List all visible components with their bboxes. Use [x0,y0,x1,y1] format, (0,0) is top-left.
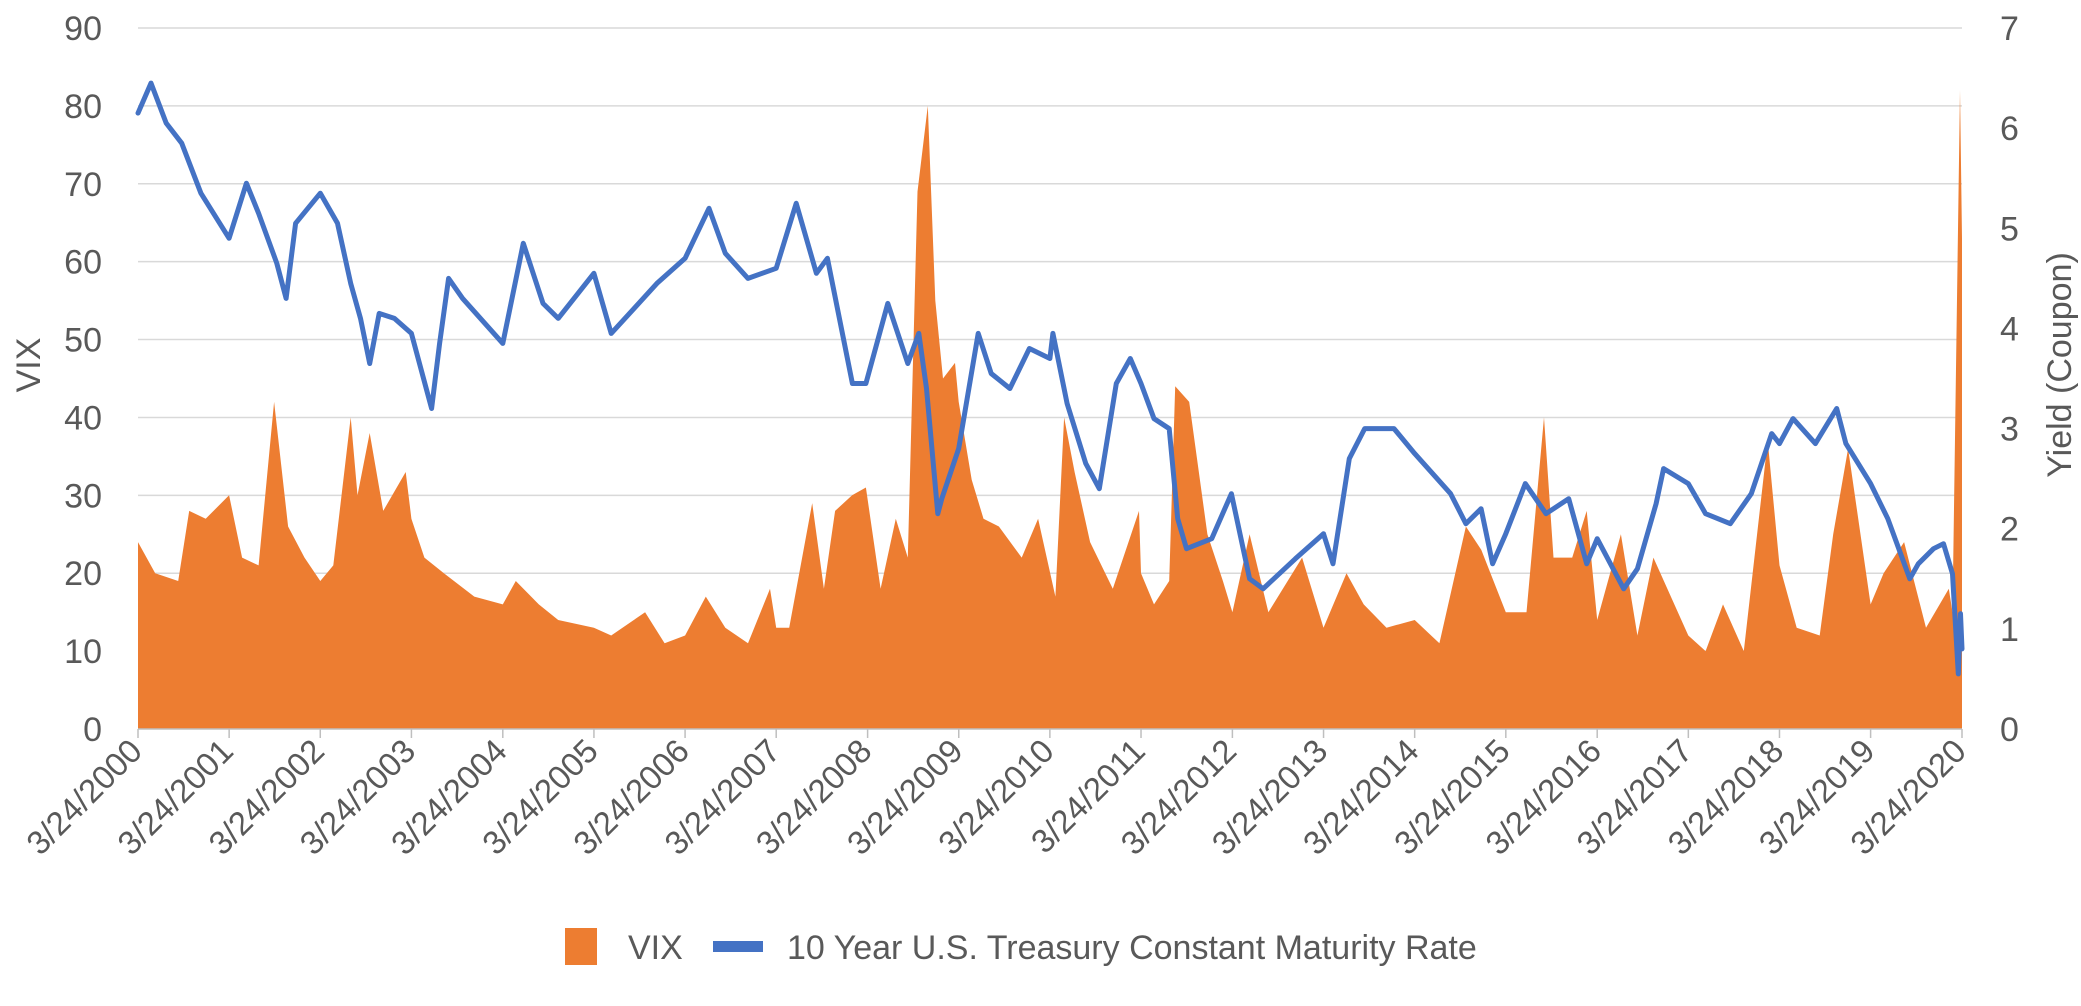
right-tick-label: 2 [2000,511,2019,549]
right-tick-label: 1 [2000,611,2019,649]
left-tick-label: 70 [64,166,102,204]
left-axis-title: VIX [10,338,48,393]
right-tick-label: 0 [2000,711,2019,749]
right-axis-title: Yield (Coupon) [2041,252,2079,478]
x-axis-ticks: 3/24/20003/24/20013/24/20023/24/20033/24… [19,729,1973,862]
left-tick-label: 80 [64,88,102,126]
legend-label-treasury: 10 Year U.S. Treasury Constant Maturity … [787,929,1477,967]
right-tick-label: 4 [2000,310,2019,348]
legend: VIX 10 Year U.S. Treasury Constant Matur… [565,928,1477,967]
left-tick-label: 50 [64,322,102,360]
left-tick-label: 90 [64,10,102,48]
left-tick-label: 10 [64,633,102,671]
left-tick-label: 20 [64,555,102,593]
treasury-line-layer [135,80,1965,677]
right-tick-label: 3 [2000,411,2019,449]
legend-swatch-vix [565,928,597,965]
right-tick-label: 6 [2000,110,2019,148]
left-tick-label: 40 [64,399,102,437]
legend-label-vix: VIX [628,929,683,967]
right-tick-label: 5 [2000,210,2019,248]
left-tick-label: 0 [83,711,102,749]
vix-area-layer [138,90,1962,730]
treasury-rate-line [135,80,1965,677]
legend-swatch-treasury [713,941,763,952]
vix-area [138,90,1962,730]
right-tick-label: 7 [2000,10,2019,48]
left-tick-label: 60 [64,244,102,282]
right-axis-ticks: 0 1 2 3 4 5 6 7 [2000,10,2019,749]
left-axis-ticks: 0 10 20 30 40 50 60 70 80 90 [64,10,102,749]
left-tick-label: 30 [64,477,102,515]
